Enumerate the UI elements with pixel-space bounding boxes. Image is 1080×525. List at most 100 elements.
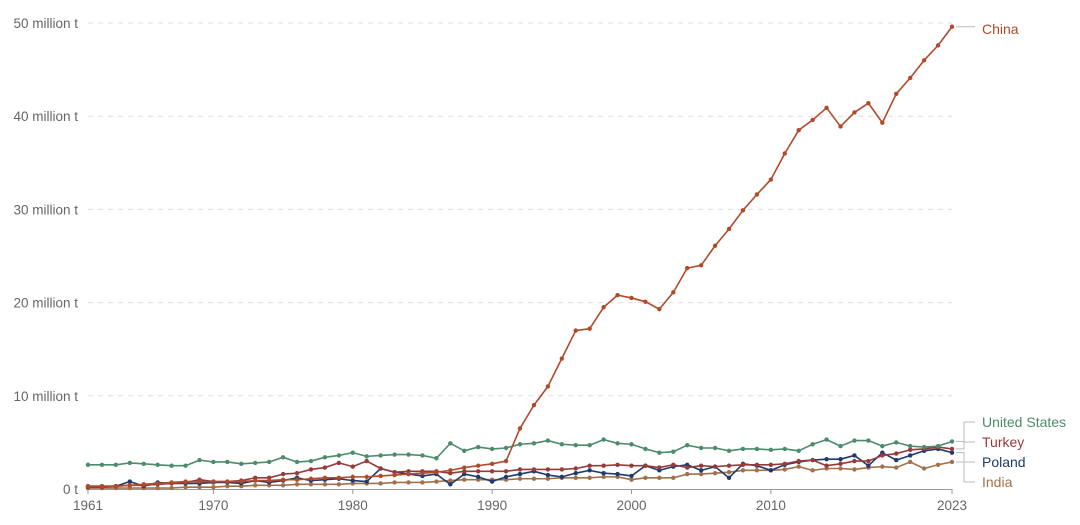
data-point — [113, 484, 119, 489]
data-point — [489, 469, 495, 474]
data-point — [308, 467, 314, 472]
label-connector — [956, 441, 975, 450]
data-point — [754, 468, 760, 473]
data-point — [475, 474, 481, 480]
data-point — [782, 461, 787, 467]
data-point — [99, 462, 105, 467]
data-point — [824, 105, 829, 111]
data-point — [838, 443, 843, 449]
data-point — [740, 208, 746, 213]
data-point — [85, 462, 91, 467]
data-point — [949, 446, 955, 452]
data-point — [894, 91, 899, 97]
data-point — [573, 443, 578, 448]
x-tick-label: 1970 — [198, 498, 228, 513]
data-point — [308, 476, 314, 481]
data-point — [127, 460, 133, 466]
data-point — [169, 480, 174, 485]
data-point — [350, 478, 355, 483]
data-point — [726, 463, 732, 468]
data-point — [782, 467, 787, 472]
data-point — [448, 482, 453, 487]
data-point — [531, 441, 537, 446]
data-point — [197, 479, 202, 484]
data-point — [810, 468, 815, 473]
data-point — [768, 447, 774, 453]
x-tick-label: 1980 — [338, 498, 368, 513]
data-point — [462, 477, 467, 482]
data-point — [434, 470, 439, 475]
data-point — [545, 476, 551, 481]
data-point — [141, 461, 146, 467]
data-point — [824, 463, 829, 468]
x-tick-label: 1990 — [477, 498, 507, 513]
data-point — [392, 480, 397, 485]
data-point — [503, 469, 509, 474]
data-point — [559, 356, 565, 361]
data-point — [852, 467, 857, 472]
data-point — [796, 127, 801, 133]
data-point — [838, 124, 843, 129]
data-point — [866, 438, 871, 443]
data-point — [615, 462, 620, 467]
data-point — [378, 473, 383, 479]
y-tick-label: 10 million t — [13, 389, 78, 404]
data-point — [350, 474, 355, 480]
data-point — [280, 455, 286, 460]
data-point — [657, 306, 662, 312]
data-point — [322, 465, 328, 470]
x-axis: 1961 1970 1980 1990 2000 2010 2023 — [73, 489, 967, 513]
data-point — [782, 151, 787, 156]
data-point — [378, 466, 383, 471]
y-tick-label: 0 t — [63, 482, 78, 497]
data-point — [712, 243, 718, 248]
series-label-turkey: Turkey — [982, 434, 1024, 450]
data-point — [907, 453, 913, 458]
data-point — [406, 480, 411, 485]
data-point — [921, 444, 927, 450]
data-point — [475, 469, 481, 474]
data-point — [949, 450, 955, 455]
label-connector — [956, 452, 975, 463]
data-point — [489, 479, 495, 484]
data-point — [183, 484, 188, 490]
series-label-china: China — [982, 21, 1019, 37]
data-point — [629, 463, 634, 468]
data-point — [796, 458, 801, 464]
data-point — [378, 453, 383, 458]
data-point — [336, 482, 342, 487]
data-point — [894, 440, 899, 445]
gridlines — [88, 22, 952, 397]
data-point — [211, 479, 216, 484]
data-point — [657, 450, 662, 455]
data-point — [266, 459, 272, 465]
data-point — [601, 474, 606, 480]
data-point — [517, 426, 523, 431]
data-point — [935, 443, 941, 449]
data-point — [225, 484, 230, 489]
series-label-india: India — [982, 474, 1013, 490]
data-point — [629, 295, 634, 301]
data-point — [643, 446, 648, 452]
data-point — [294, 459, 300, 465]
data-point — [420, 480, 425, 485]
data-point — [852, 458, 857, 464]
data-point — [294, 477, 300, 482]
data-point — [866, 458, 871, 464]
data-point — [392, 472, 397, 478]
data-point — [712, 445, 718, 451]
data-point — [253, 483, 258, 488]
data-point — [838, 456, 843, 462]
data-point — [531, 467, 537, 472]
data-point — [294, 482, 300, 487]
data-point — [183, 463, 188, 468]
data-point — [573, 470, 578, 476]
series-lines — [85, 24, 955, 491]
data-point — [921, 466, 927, 471]
data-point — [225, 459, 230, 465]
data-point — [698, 445, 704, 451]
data-point — [127, 479, 133, 484]
data-point — [489, 446, 495, 452]
